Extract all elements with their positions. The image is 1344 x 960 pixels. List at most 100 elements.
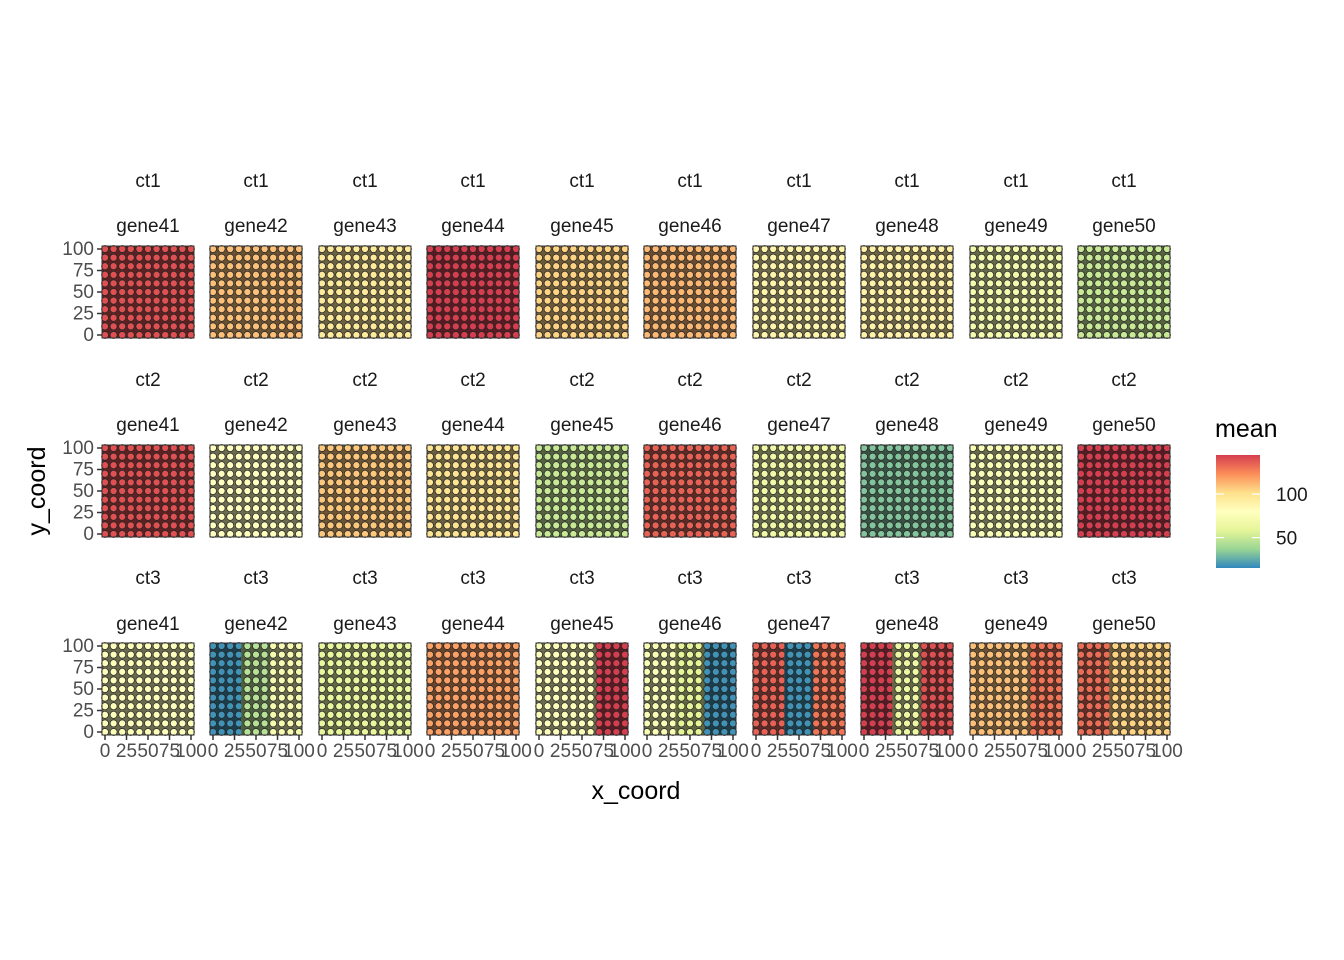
data-point <box>434 512 443 521</box>
data-point <box>378 322 387 331</box>
data-point <box>512 728 520 736</box>
data-point <box>586 642 595 650</box>
data-point <box>686 685 694 693</box>
data-point <box>426 685 434 693</box>
data-point <box>243 487 252 495</box>
data-point <box>868 728 877 736</box>
data-point <box>118 296 127 305</box>
panel-border <box>209 444 303 538</box>
data-point <box>668 676 677 685</box>
data-point <box>603 452 612 461</box>
data-point <box>1077 245 1085 253</box>
data-point <box>404 504 412 513</box>
x-tick-label: 75 <box>376 741 397 762</box>
data-point <box>877 478 886 487</box>
data-point <box>795 469 803 478</box>
data-point <box>969 313 977 322</box>
data-point <box>986 322 995 331</box>
data-point <box>1029 253 1038 262</box>
data-point <box>795 719 803 728</box>
data-point <box>286 279 295 288</box>
data-point <box>243 452 252 461</box>
data-point <box>395 530 404 538</box>
data-point <box>109 452 118 461</box>
data-point <box>395 659 404 668</box>
data-point <box>1085 288 1094 296</box>
data-point <box>326 452 335 461</box>
data-point <box>578 469 586 478</box>
data-point <box>1003 693 1012 702</box>
data-point <box>994 487 1003 495</box>
data-point <box>752 710 760 719</box>
data-point <box>1120 270 1128 279</box>
data-point <box>760 650 769 659</box>
data-point <box>378 685 387 693</box>
data-point <box>1163 659 1171 668</box>
data-point <box>668 719 677 728</box>
data-point <box>1137 659 1146 668</box>
data-point <box>894 504 903 513</box>
data-point <box>803 305 812 314</box>
data-point <box>269 728 278 736</box>
data-point <box>1111 495 1120 504</box>
data-point <box>777 685 786 693</box>
data-point <box>1120 331 1128 339</box>
data-point <box>1046 521 1055 530</box>
data-point <box>920 504 929 513</box>
data-point <box>335 728 344 736</box>
data-point <box>369 487 378 495</box>
data-point <box>643 253 651 262</box>
data-point <box>777 262 786 271</box>
data-point <box>1012 693 1020 702</box>
data-point <box>269 642 278 650</box>
data-point <box>928 262 937 271</box>
data-point <box>1055 288 1063 296</box>
data-point <box>603 305 612 314</box>
data-point <box>651 676 660 685</box>
data-point <box>711 728 720 736</box>
data-point <box>1020 667 1029 676</box>
data-point <box>911 710 920 719</box>
data-point <box>1137 710 1146 719</box>
data-point <box>703 530 712 538</box>
data-point <box>326 512 335 521</box>
data-point <box>503 642 512 650</box>
data-point <box>318 728 326 736</box>
facet-label-celltype: ct2 <box>569 370 594 391</box>
data-point <box>469 650 477 659</box>
data-point <box>920 461 929 470</box>
data-point <box>343 288 352 296</box>
data-point <box>1020 685 1029 693</box>
facet-label-gene: gene48 <box>875 415 938 436</box>
data-point <box>1046 331 1055 339</box>
data-point <box>569 530 578 538</box>
data-point <box>937 313 946 322</box>
data-point <box>1154 719 1163 728</box>
data-point <box>1128 702 1137 711</box>
data-point <box>694 313 703 322</box>
data-point <box>928 331 937 339</box>
data-point <box>512 444 520 452</box>
data-point <box>1029 650 1038 659</box>
data-point <box>677 512 686 521</box>
facet-label-celltype: ct3 <box>135 568 160 589</box>
data-point <box>595 719 604 728</box>
data-point <box>1029 452 1038 461</box>
data-point <box>126 296 135 305</box>
data-point <box>178 693 187 702</box>
data-point <box>928 305 937 314</box>
data-point <box>686 279 694 288</box>
data-point <box>386 667 395 676</box>
data-point <box>443 469 452 478</box>
data-point <box>1085 444 1094 452</box>
data-point <box>126 676 135 685</box>
data-point <box>877 685 886 693</box>
data-point <box>1094 685 1103 693</box>
data-point <box>161 487 170 495</box>
data-point <box>161 444 170 452</box>
data-point <box>595 296 604 305</box>
data-point <box>434 305 443 314</box>
data-point <box>803 461 812 470</box>
data-point <box>543 728 552 736</box>
data-point <box>586 710 595 719</box>
